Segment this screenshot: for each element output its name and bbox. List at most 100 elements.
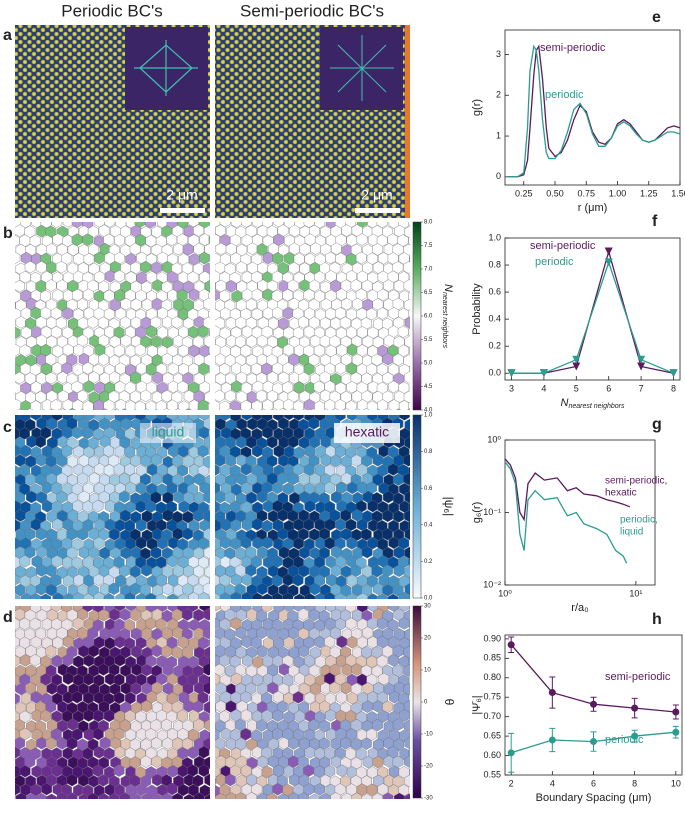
y-tick-label: 0.70 bbox=[483, 711, 501, 721]
boundary-stripe bbox=[405, 25, 410, 218]
cell bbox=[29, 653, 41, 667]
cell bbox=[251, 592, 263, 599]
cell bbox=[151, 681, 163, 695]
cell bbox=[62, 635, 74, 649]
cell bbox=[45, 371, 57, 385]
cell bbox=[215, 325, 221, 338]
cell bbox=[124, 691, 136, 705]
cell bbox=[343, 408, 350, 410]
cell bbox=[134, 400, 146, 410]
cell bbox=[36, 491, 47, 504]
cell bbox=[298, 792, 309, 799]
cell bbox=[93, 251, 105, 265]
cell bbox=[156, 463, 168, 477]
cell bbox=[345, 617, 357, 630]
cell bbox=[208, 447, 210, 456]
y-tick-label: 0.6 bbox=[488, 286, 501, 296]
cell bbox=[124, 592, 136, 599]
cell bbox=[88, 546, 100, 560]
cell bbox=[98, 353, 110, 366]
cell bbox=[66, 737, 78, 750]
cell bbox=[360, 737, 372, 750]
cell bbox=[0, 309, 9, 321]
cell bbox=[15, 494, 16, 502]
cell bbox=[67, 718, 79, 731]
cell bbox=[215, 692, 221, 705]
cell bbox=[119, 509, 131, 523]
cell bbox=[4, 454, 14, 466]
cell bbox=[92, 764, 104, 778]
y-tick-label: 3 bbox=[496, 49, 501, 59]
cell bbox=[204, 243, 210, 256]
cell bbox=[182, 582, 194, 596]
cell bbox=[303, 222, 315, 228]
cell bbox=[408, 521, 410, 530]
cell bbox=[82, 747, 94, 760]
cell bbox=[256, 645, 268, 658]
cell bbox=[388, 380, 399, 394]
cell bbox=[0, 401, 9, 413]
cell-map bbox=[0, 592, 210, 799]
cell bbox=[288, 664, 300, 678]
cell bbox=[62, 710, 73, 723]
cell bbox=[119, 608, 131, 621]
cell bbox=[155, 593, 167, 599]
cell bbox=[208, 429, 210, 438]
cell bbox=[15, 636, 20, 648]
colorbar-tick-label: 0.2 bbox=[424, 559, 433, 565]
x-tick-label: 0.50 bbox=[546, 188, 564, 198]
cell bbox=[256, 334, 268, 348]
cell bbox=[396, 408, 402, 410]
cell bbox=[15, 794, 16, 799]
cell bbox=[114, 746, 126, 759]
cell bbox=[92, 727, 104, 741]
cell bbox=[15, 512, 17, 520]
cell bbox=[56, 454, 68, 468]
cell bbox=[36, 545, 48, 559]
cell bbox=[351, 718, 363, 732]
cell bbox=[173, 490, 185, 504]
panel-label: f bbox=[652, 213, 658, 230]
cell bbox=[52, 518, 63, 531]
cell bbox=[361, 545, 373, 559]
cell bbox=[130, 792, 141, 799]
cell bbox=[4, 548, 14, 560]
cell bbox=[209, 504, 210, 512]
marker bbox=[604, 247, 613, 256]
x-tick-label: 10 bbox=[671, 778, 681, 788]
cell bbox=[193, 224, 205, 237]
cell bbox=[414, 207, 424, 219]
cell bbox=[135, 710, 147, 723]
phase-label: liquid bbox=[152, 424, 185, 440]
cell bbox=[399, 709, 410, 722]
y-axis-label: |Ψ̄₆| bbox=[471, 695, 483, 714]
cell bbox=[250, 636, 262, 649]
cell bbox=[135, 536, 147, 550]
cell bbox=[393, 564, 405, 578]
cell bbox=[6, 592, 16, 604]
cell bbox=[215, 415, 221, 422]
cell bbox=[145, 766, 157, 779]
cell bbox=[287, 509, 299, 523]
cell bbox=[93, 746, 105, 759]
cell bbox=[203, 608, 210, 621]
cell bbox=[362, 626, 374, 639]
cell bbox=[261, 606, 273, 613]
x-tick-label: 8 bbox=[632, 778, 637, 788]
colorbar-tick-label: 0.6 bbox=[424, 486, 433, 492]
cell bbox=[372, 755, 384, 769]
colorbar-tick-label: 0 bbox=[424, 700, 428, 706]
plot-frame bbox=[504, 237, 681, 381]
x-tick-label: 4 bbox=[550, 778, 555, 788]
cell bbox=[251, 444, 263, 458]
cell bbox=[0, 766, 9, 778]
cell bbox=[15, 593, 21, 599]
cell bbox=[403, 793, 410, 799]
cell bbox=[119, 646, 131, 659]
cell bbox=[177, 380, 189, 394]
cell bbox=[288, 626, 300, 640]
cell bbox=[345, 710, 356, 723]
cell bbox=[72, 499, 84, 513]
cell bbox=[193, 242, 205, 256]
cell bbox=[346, 593, 357, 599]
